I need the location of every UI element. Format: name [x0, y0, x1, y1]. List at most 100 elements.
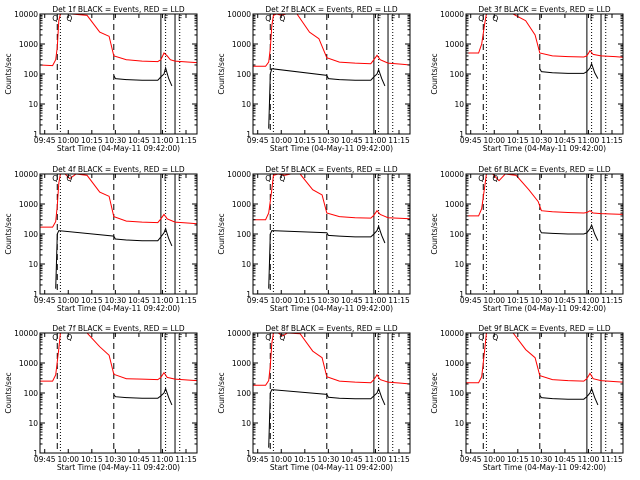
- plot-frame: [465, 13, 624, 135]
- y-tick-label: 10: [454, 100, 464, 109]
- y-tick-label: 1: [33, 290, 38, 299]
- top-marker-label: Q: [492, 174, 498, 183]
- top-marker-label: Q: [478, 174, 484, 183]
- x-tick-label: 11:15: [388, 296, 410, 305]
- top-marker-label: F: [178, 174, 182, 183]
- y-tick-label: 1: [459, 130, 464, 139]
- x-tick-label: 10:15: [81, 136, 103, 145]
- x-tick-label: 10:30: [531, 296, 553, 305]
- x-tick-label: 11:15: [601, 136, 623, 145]
- x-axis-label: Start Time (04-May-11 09:42:00): [57, 144, 180, 153]
- y-tick-label: 10000: [14, 170, 38, 179]
- x-tick-label: 09:45: [34, 136, 56, 145]
- x-tick-label: 10:15: [294, 296, 316, 305]
- top-marker-label: F: [164, 333, 168, 342]
- x-tick-label: 11:15: [175, 136, 197, 145]
- x-tick-label: 09:45: [247, 136, 269, 145]
- x-axis-label: Start Time (04-May-11 09:42:00): [270, 304, 393, 313]
- x-tick-label: 10:00: [483, 296, 505, 305]
- y-tick-label: 1: [246, 290, 251, 299]
- y-tick-label: 100: [24, 389, 39, 398]
- y-tick-label: 10: [241, 260, 251, 269]
- plot-frame: [252, 173, 411, 295]
- x-tick-label: 10:45: [554, 455, 576, 464]
- plot-frame: [465, 332, 624, 454]
- x-axis-label: Start Time (04-May-11 09:42:00): [270, 144, 393, 153]
- x-tick-label: 10:15: [81, 296, 103, 305]
- top-marker-label: Q: [265, 333, 271, 342]
- x-tick-label: 10:30: [318, 455, 340, 464]
- x-tick-label: 10:30: [105, 296, 127, 305]
- top-marker-label: Q: [265, 14, 271, 23]
- x-tick-label: 10:45: [341, 296, 363, 305]
- series-black-events-line: [268, 224, 386, 289]
- y-tick-label: 10: [454, 419, 464, 428]
- top-marker-label: F: [178, 333, 182, 342]
- series-black-events-line: [539, 387, 599, 406]
- panel-title: Det 3f BLACK = Events, RED = LLD: [478, 5, 611, 14]
- x-tick-label: 09:45: [34, 455, 56, 464]
- top-marker-label: F: [377, 333, 381, 342]
- y-axis-label: Counts/sec: [430, 372, 439, 413]
- series-red-lld-line: [40, 333, 197, 382]
- x-tick-label: 10:15: [294, 136, 316, 145]
- y-tick-label: 100: [237, 70, 252, 79]
- series-red-lld-line: [253, 174, 410, 221]
- top-marker-label: Q: [492, 14, 498, 23]
- x-tick-label: 09:45: [460, 136, 482, 145]
- y-tick-label: 1: [246, 130, 251, 139]
- panel-title: Det 1f BLACK = Events, RED = LLD: [52, 5, 185, 14]
- series-red-lld-line: [40, 174, 197, 228]
- top-marker-label: F: [604, 333, 608, 342]
- y-tick-label: 10000: [227, 329, 251, 338]
- panel-title: Det 9f BLACK = Events, RED = LLD: [478, 324, 611, 333]
- top-marker-label: F: [377, 174, 381, 183]
- x-tick-label: 10:00: [483, 136, 505, 145]
- x-tick-label: 11:00: [365, 296, 387, 305]
- series-red-lld-line: [466, 333, 623, 384]
- top-marker-label: F: [590, 174, 594, 183]
- series-red-lld-line: [466, 14, 623, 58]
- event-lines: [482, 174, 607, 294]
- panel-title: Det 7f BLACK = Events, RED = LLD: [52, 324, 185, 333]
- top-marker-label: Q: [478, 333, 484, 342]
- plot-frame: [465, 173, 624, 295]
- top-marker-label: F: [604, 174, 608, 183]
- plot-frame: [39, 173, 198, 295]
- top-marker-label: Q: [279, 333, 285, 342]
- x-tick-label: 10:00: [57, 136, 79, 145]
- x-tick-label: 10:15: [294, 455, 316, 464]
- top-marker-label: F: [391, 333, 395, 342]
- event-lines: [56, 14, 181, 134]
- series-black-events-line: [539, 62, 599, 79]
- x-axis-label: Start Time (04-May-11 09:42:00): [483, 144, 606, 153]
- y-tick-label: 1000: [19, 40, 38, 49]
- y-tick-label: 10: [28, 100, 38, 109]
- y-tick-label: 10000: [440, 10, 464, 19]
- panel-title: Det 8f BLACK = Events, RED = LLD: [265, 324, 398, 333]
- series-red-lld-line: [253, 333, 410, 386]
- y-tick-label: 1000: [232, 200, 251, 209]
- series-black-events-line: [113, 66, 173, 87]
- x-tick-label: 10:45: [128, 136, 150, 145]
- y-tick-label: 10: [241, 100, 251, 109]
- y-tick-label: 100: [450, 70, 465, 79]
- x-tick-label: 10:30: [105, 136, 127, 145]
- series-black-events-line: [268, 68, 386, 129]
- x-tick-label: 09:45: [460, 455, 482, 464]
- y-tick-label: 1000: [445, 40, 464, 49]
- y-tick-label: 1: [33, 130, 38, 139]
- x-tick-label: 10:00: [270, 455, 292, 464]
- top-marker-label: F: [590, 14, 594, 23]
- y-axis-label: Counts/sec: [217, 372, 226, 413]
- x-tick-label: 10:45: [341, 455, 363, 464]
- y-tick-label: 1: [459, 290, 464, 299]
- top-marker-label: Q: [66, 14, 72, 23]
- top-marker-label: Q: [478, 14, 484, 23]
- y-tick-label: 100: [450, 389, 465, 398]
